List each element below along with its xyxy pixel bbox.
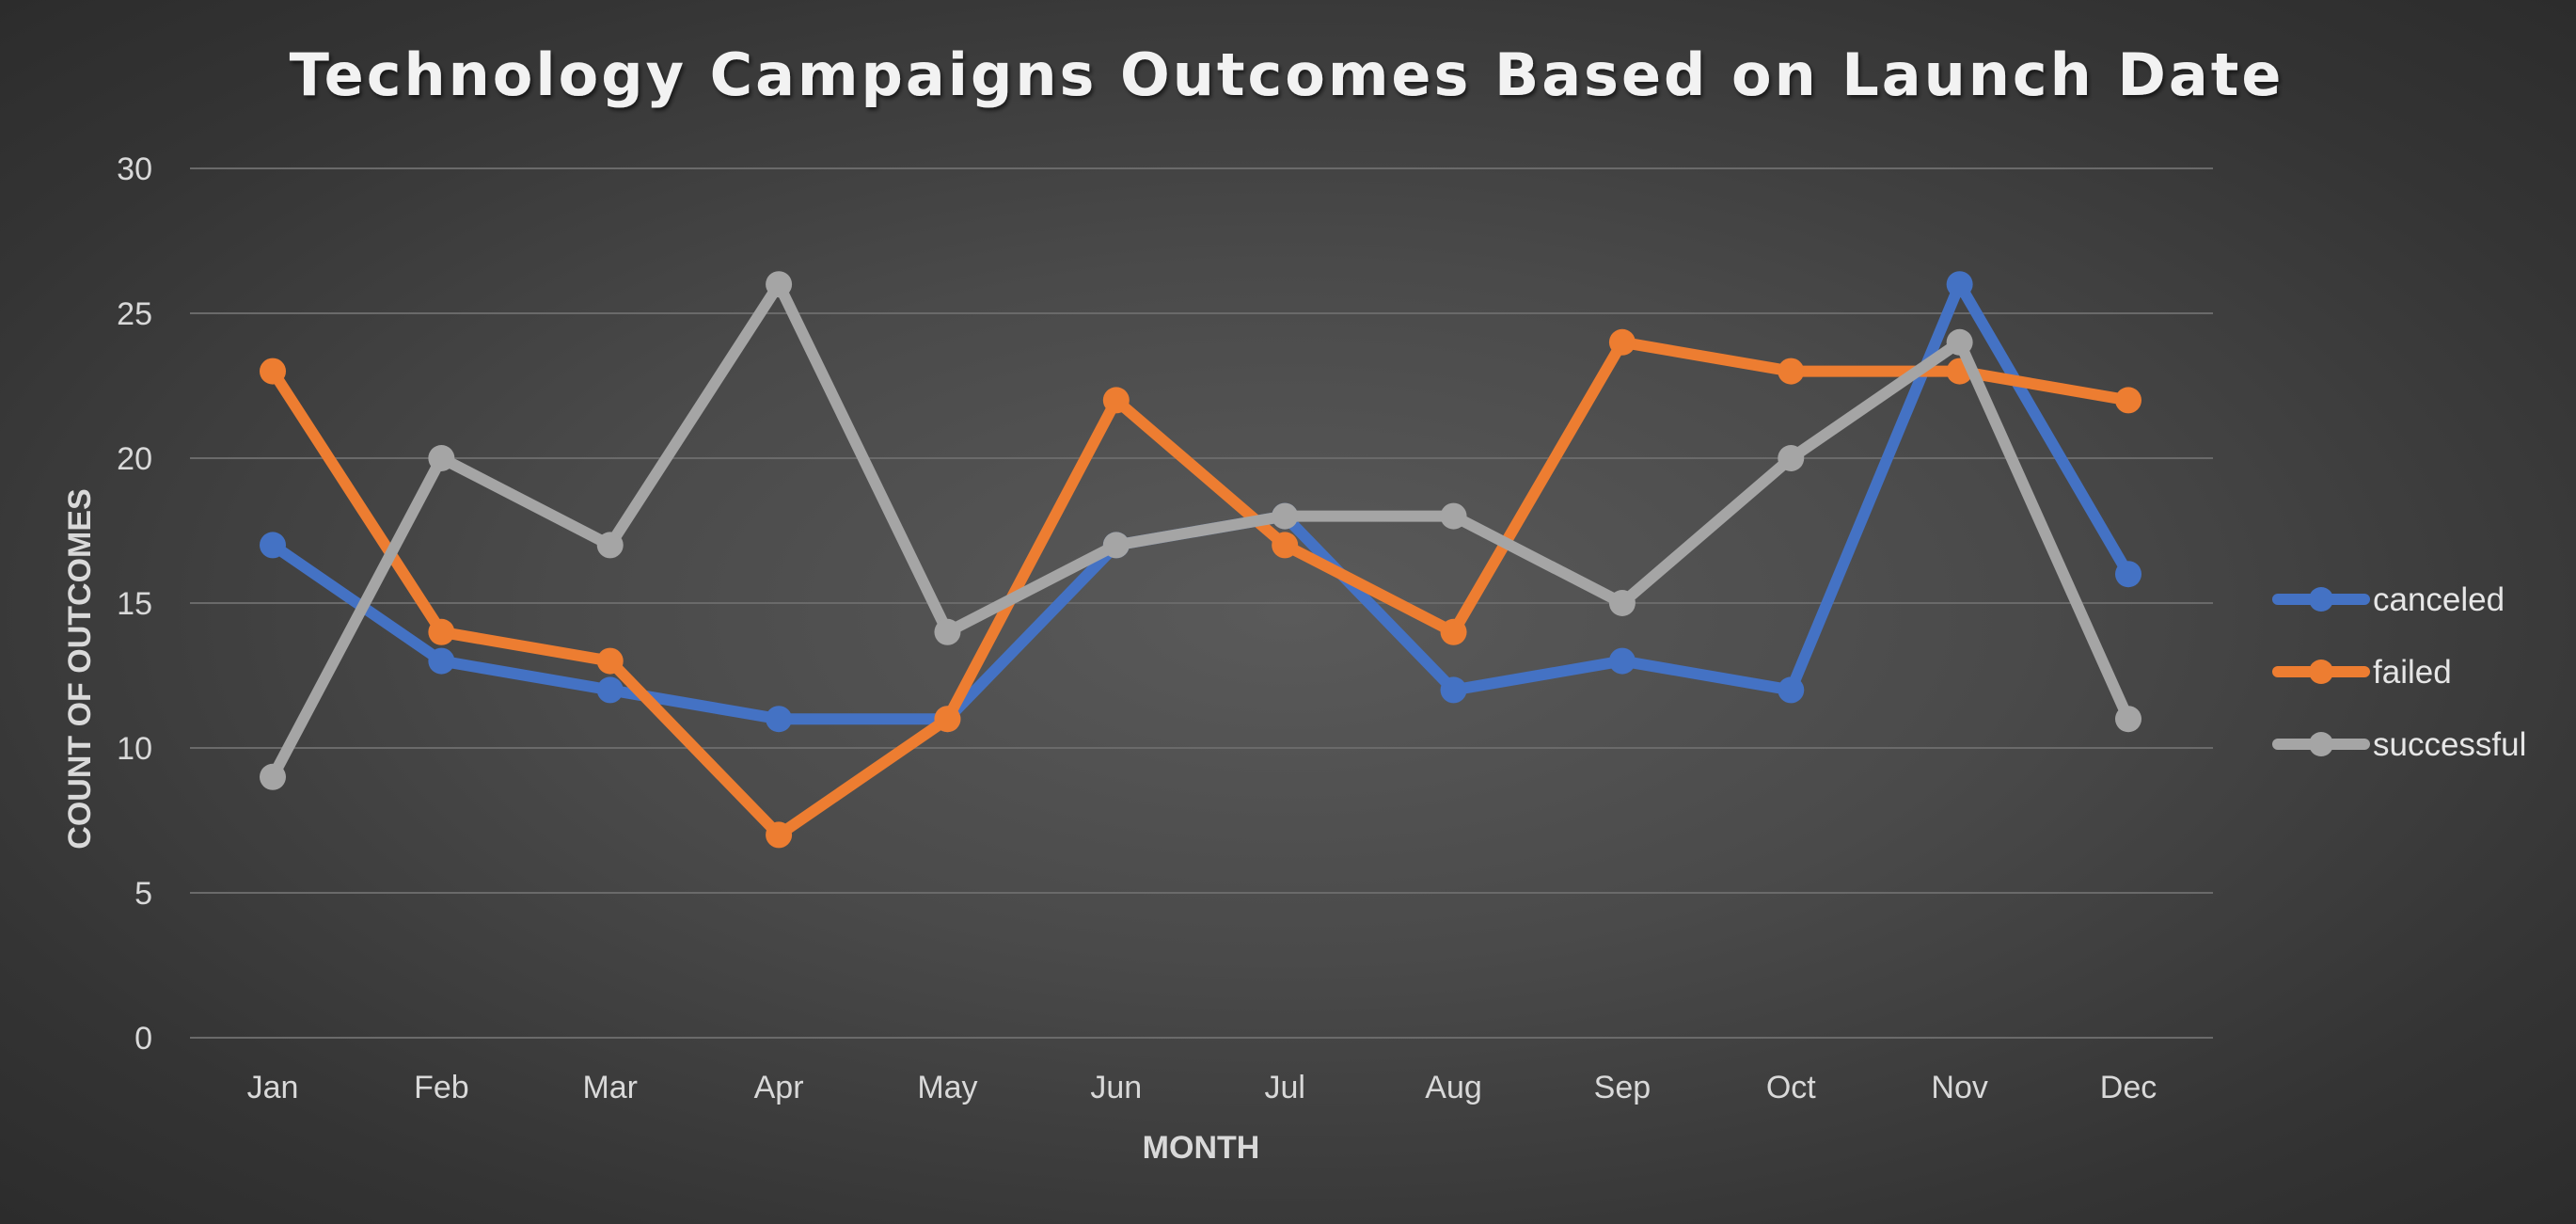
y-axis-tick-labels: 0 5 10 15 20 25 30 xyxy=(117,151,152,1057)
legend-item-canceled: canceled xyxy=(2272,581,2505,618)
series-successful xyxy=(260,271,2141,790)
x-tick-label: Apr xyxy=(754,1070,804,1105)
data-point-successful xyxy=(1946,328,1973,356)
gridlines xyxy=(190,167,2213,1039)
legend: canceled failed successful xyxy=(2272,581,2526,763)
y-tick-label: 20 xyxy=(117,441,152,477)
data-point-canceled xyxy=(428,647,455,675)
data-point-failed xyxy=(1778,358,1805,385)
data-point-successful xyxy=(1778,445,1805,471)
x-tick-label: Feb xyxy=(414,1070,469,1105)
legend-label: failed xyxy=(2373,654,2452,691)
data-point-successful xyxy=(1272,502,1299,530)
data-point-canceled xyxy=(1778,676,1805,704)
x-tick-label: Sep xyxy=(1594,1070,1651,1105)
data-point-canceled xyxy=(260,532,286,559)
data-point-failed xyxy=(1608,328,1636,356)
data-point-successful xyxy=(1102,532,1130,559)
x-tick-label: Mar xyxy=(582,1070,638,1105)
data-point-failed xyxy=(428,618,455,645)
x-tick-label: Nov xyxy=(1931,1070,1987,1105)
data-point-canceled xyxy=(1946,271,1973,298)
y-tick-label: 15 xyxy=(117,586,152,622)
series-canceled xyxy=(260,271,2141,733)
data-point-canceled xyxy=(2115,561,2141,588)
data-point-successful xyxy=(2115,706,2141,733)
data-point-failed xyxy=(934,706,961,733)
series-line-failed xyxy=(267,336,2134,841)
data-point-canceled xyxy=(1440,676,1467,704)
x-tick-label: Jul xyxy=(1264,1070,1304,1105)
y-tick-label: 30 xyxy=(117,151,152,187)
series-failed xyxy=(260,328,2141,849)
y-axis-title: COUNT OF OUTCOMES xyxy=(62,488,98,849)
data-point-failed xyxy=(1272,532,1299,559)
y-tick-label: 10 xyxy=(117,731,152,767)
data-point-successful xyxy=(260,763,286,790)
data-point-failed xyxy=(596,647,624,675)
data-point-successful xyxy=(934,618,961,645)
data-point-failed xyxy=(2115,387,2141,414)
x-tick-label: Dec xyxy=(2100,1070,2157,1105)
x-tick-label: Jan xyxy=(247,1070,299,1105)
y-tick-label: 5 xyxy=(134,876,152,912)
data-point-successful xyxy=(1440,502,1467,530)
data-point-failed xyxy=(1440,618,1467,645)
data-point-successful xyxy=(766,271,793,298)
x-tick-label: Aug xyxy=(1425,1070,1482,1105)
x-tick-label: May xyxy=(917,1070,977,1105)
x-tick-label: Oct xyxy=(1766,1070,1816,1105)
y-tick-label: 0 xyxy=(134,1021,152,1057)
legend-swatch-marker xyxy=(2309,587,2333,612)
data-point-failed xyxy=(1102,387,1130,414)
x-axis-title: MONTH xyxy=(1143,1130,1260,1166)
legend-item-successful: successful xyxy=(2272,726,2526,763)
legend-label: canceled xyxy=(2373,581,2505,618)
legend-item-failed: failed xyxy=(2272,654,2452,691)
x-tick-label: Jun xyxy=(1090,1070,1142,1105)
x-axis-tick-labels: Jan Feb Mar Apr May Jun Jul Aug Sep Oct Nov Dec xyxy=(247,1070,2157,1105)
series-line-successful xyxy=(267,278,2134,783)
legend-swatch-marker xyxy=(2309,732,2333,756)
series-lines xyxy=(260,271,2141,849)
data-point-failed xyxy=(766,821,793,849)
data-point-failed xyxy=(260,358,286,385)
legend-label: successful xyxy=(2373,726,2526,763)
chart-title: Technology Campaigns Outcomes Based on L… xyxy=(290,40,2284,109)
data-point-successful xyxy=(428,445,455,471)
legend-swatch-marker xyxy=(2309,660,2333,684)
data-point-successful xyxy=(596,532,624,559)
data-point-successful xyxy=(1608,590,1636,616)
data-point-canceled xyxy=(766,706,793,733)
data-point-canceled xyxy=(596,676,624,704)
data-point-canceled xyxy=(1608,647,1636,675)
y-tick-label: 25 xyxy=(117,296,152,332)
